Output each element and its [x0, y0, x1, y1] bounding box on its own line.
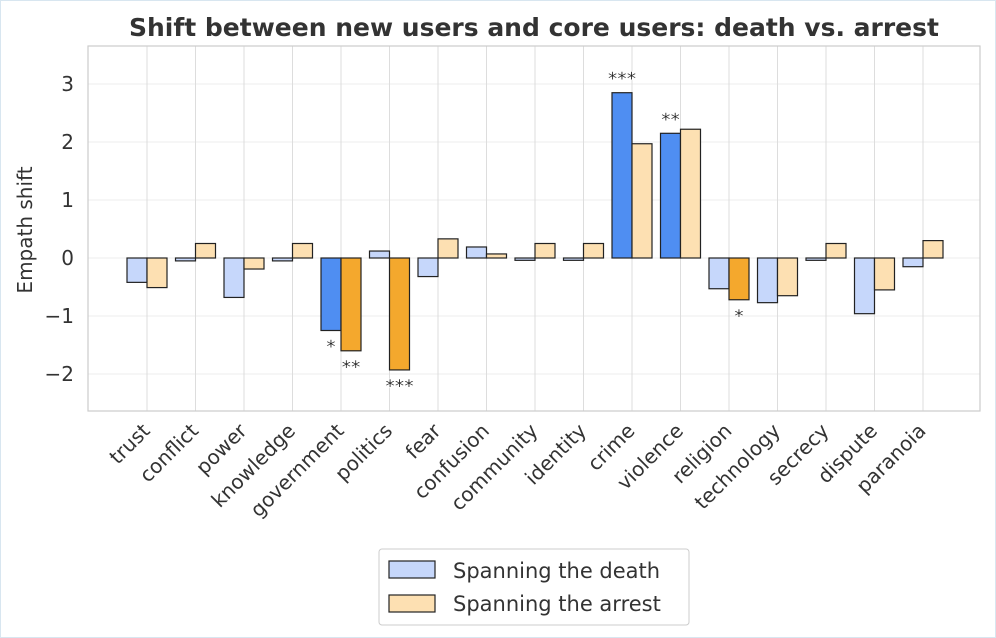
bar-arrest-fear: [437, 238, 459, 259]
bar-arrest-confusion: [485, 253, 508, 259]
bar-arrest-crime: [631, 143, 653, 259]
legend-swatch-arrest: [388, 594, 436, 613]
bar-death-politics: [368, 250, 391, 259]
significance-marker: **: [342, 357, 361, 378]
y-tick-label: 0: [61, 246, 74, 270]
y-tick-label: 2: [61, 130, 74, 154]
y-tick-label: −1: [45, 304, 74, 328]
significance-marker: ***: [385, 376, 414, 397]
bar-arrest-trust: [146, 257, 168, 289]
bar-death-dispute: [853, 257, 876, 315]
significance-marker: *: [734, 306, 744, 327]
bar-death-technology: [756, 257, 779, 304]
bar-death-trust: [126, 257, 148, 283]
bar-death-secrecy: [805, 257, 827, 261]
legend-label-arrest: Spanning the arrest: [453, 592, 661, 616]
bar-arrest-power: [243, 257, 265, 270]
y-axis-label: Empath shift: [13, 166, 37, 293]
bar-death-religion: [708, 257, 730, 290]
significance-marker: ***: [608, 69, 637, 90]
x-ticks: trustconflictpowerknowledgegovernmentpol…: [104, 418, 930, 522]
bar-death-crime: [611, 92, 633, 259]
bar-death-paranoia: [902, 257, 924, 268]
bar-death-government: [320, 257, 342, 332]
bar-arrest-dispute: [873, 257, 896, 291]
bar-arrest-paranoia: [922, 240, 944, 259]
bar-death-violence: [659, 132, 682, 259]
chart-title: Shift between new users and core users: …: [129, 13, 939, 42]
y-tick-label: −2: [45, 362, 74, 386]
y-tick-label: 1: [61, 188, 74, 212]
bar-death-identity: [562, 257, 585, 261]
legend: Spanning the death Spanning the arrest: [378, 548, 690, 626]
bar-death-power: [223, 257, 245, 299]
bar-death-confusion: [465, 246, 488, 259]
bar-arrest-community: [534, 242, 556, 259]
plot-area-border: [87, 45, 981, 412]
bar-arrest-conflict: [194, 242, 217, 259]
significance-marker: *: [326, 337, 336, 358]
bar-arrest-secrecy: [825, 242, 847, 259]
bar-arrest-knowledge: [291, 242, 314, 259]
bar-death-knowledge: [271, 257, 294, 262]
significance-marker: **: [661, 109, 680, 130]
y-tick-label: 3: [61, 72, 74, 96]
bar-arrest-politics: [388, 257, 411, 371]
legend-box: [378, 548, 690, 626]
significance-layer: ************: [326, 68, 745, 397]
bar-death-conflict: [174, 257, 197, 262]
legend-swatch-death: [388, 560, 436, 579]
bar-arrest-religion: [728, 257, 750, 301]
bar-death-fear: [417, 257, 439, 278]
grid-layer: [88, 46, 980, 411]
bar-arrest-government: [340, 257, 362, 352]
bar-arrest-identity: [582, 242, 605, 259]
bar-arrest-technology: [776, 257, 799, 297]
bar-layer: [126, 92, 944, 371]
legend-label-death: Spanning the death: [453, 559, 660, 583]
bar-death-community: [514, 257, 536, 261]
y-ticks: 3 2 1 0 −1 −2: [45, 72, 74, 386]
bar-arrest-violence: [679, 128, 702, 259]
